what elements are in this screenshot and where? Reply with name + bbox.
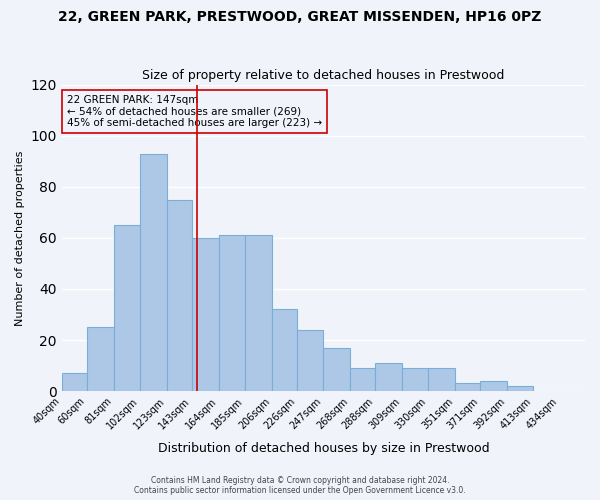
Bar: [428, 368, 455, 391]
Y-axis label: Number of detached properties: Number of detached properties: [15, 150, 25, 326]
Bar: [375, 363, 402, 391]
Bar: [272, 310, 297, 391]
Bar: [455, 384, 480, 391]
Bar: [506, 386, 533, 391]
Bar: [167, 200, 192, 391]
Bar: [140, 154, 167, 391]
Bar: [192, 238, 218, 391]
Bar: [323, 348, 350, 391]
Bar: [245, 236, 272, 391]
Bar: [402, 368, 428, 391]
Bar: [62, 373, 87, 391]
Text: 22 GREEN PARK: 147sqm
← 54% of detached houses are smaller (269)
45% of semi-det: 22 GREEN PARK: 147sqm ← 54% of detached …: [67, 95, 322, 128]
Title: Size of property relative to detached houses in Prestwood: Size of property relative to detached ho…: [142, 69, 505, 82]
Text: Contains HM Land Registry data © Crown copyright and database right 2024.
Contai: Contains HM Land Registry data © Crown c…: [134, 476, 466, 495]
Bar: [480, 381, 506, 391]
Bar: [87, 327, 113, 391]
Text: 22, GREEN PARK, PRESTWOOD, GREAT MISSENDEN, HP16 0PZ: 22, GREEN PARK, PRESTWOOD, GREAT MISSEND…: [58, 10, 542, 24]
Bar: [350, 368, 375, 391]
Bar: [113, 225, 140, 391]
Bar: [297, 330, 323, 391]
X-axis label: Distribution of detached houses by size in Prestwood: Distribution of detached houses by size …: [158, 442, 489, 455]
Bar: [218, 236, 245, 391]
